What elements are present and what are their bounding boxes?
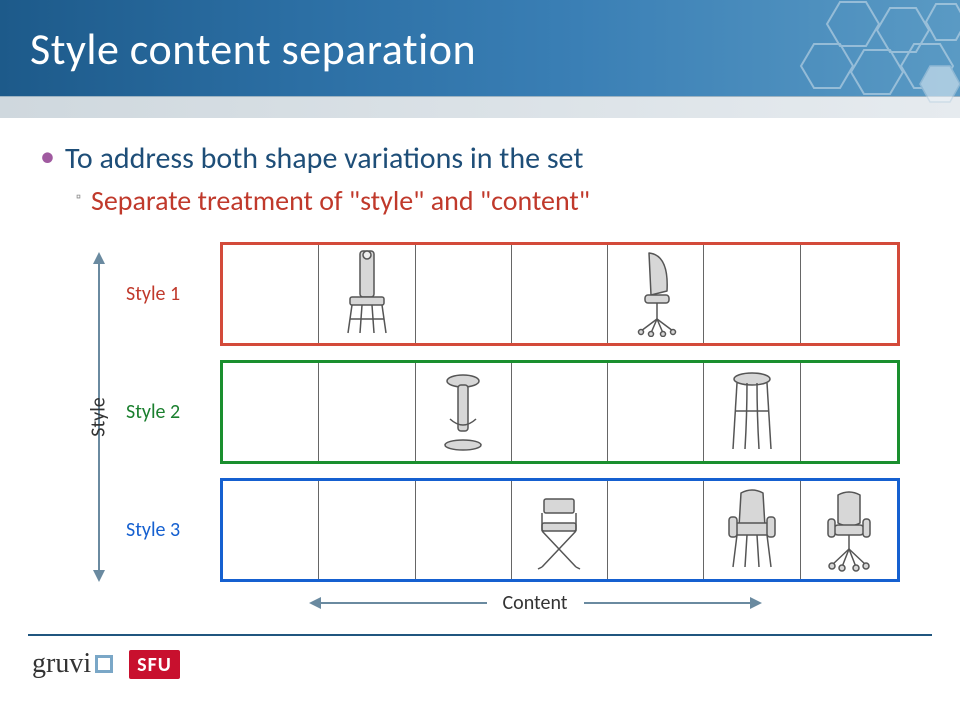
style-axis: Style	[88, 252, 110, 582]
grid-cell	[416, 363, 512, 461]
director-chair-icon	[524, 483, 594, 578]
style-grid	[220, 242, 900, 584]
style-row	[220, 242, 900, 346]
grid-cell	[223, 245, 319, 343]
bullet-l1-text: To address both shape variations in the …	[65, 140, 583, 177]
gruvi-box-icon	[95, 655, 113, 673]
gruvi-text: gruvi	[32, 648, 91, 680]
grid-cell	[416, 245, 512, 343]
style-row	[220, 478, 900, 582]
grid-cell	[704, 481, 800, 579]
grid-cell	[512, 481, 608, 579]
footer-rule	[28, 634, 932, 636]
content-axis-label: Content	[503, 591, 568, 615]
gruvi-logo: gruvi	[32, 648, 113, 680]
swivel-chair-icon	[814, 483, 884, 578]
grid-cell	[704, 363, 800, 461]
bar-stool-icon	[428, 365, 498, 460]
grid-cell	[416, 481, 512, 579]
header-hex-decoration	[680, 0, 960, 118]
bullet-level-1: • To address both shape variations in th…	[40, 140, 920, 177]
style-row	[220, 360, 900, 464]
tall-stool-icon	[717, 365, 787, 460]
footer-logos: gruvi SFU	[32, 648, 180, 680]
grid-cell	[608, 245, 704, 343]
left-arrow-icon	[309, 596, 489, 610]
grid-cell	[319, 245, 415, 343]
tall-chair-icon	[332, 247, 402, 342]
style-row-label: Style 1	[126, 282, 216, 306]
grid-cell	[608, 481, 704, 579]
style-row-label: Style 3	[126, 518, 216, 542]
style-axis-label: Style	[87, 397, 111, 436]
grid-cell	[704, 245, 800, 343]
style-content-diagram: Style	[70, 242, 920, 632]
content-area: • To address both shape variations in th…	[40, 140, 920, 218]
grid-cell	[223, 363, 319, 461]
grid-cell	[801, 245, 897, 343]
bullet-l2-text: Separate treatment of "style" and "conte…	[91, 183, 590, 218]
grid-cell	[801, 481, 897, 579]
grid-cell	[512, 245, 608, 343]
style-row-label: Style 2	[126, 400, 216, 424]
armchair-icon	[717, 483, 787, 578]
right-arrow-icon	[582, 596, 762, 610]
grid-cell	[319, 481, 415, 579]
grid-cell	[608, 363, 704, 461]
content-axis: Content	[270, 590, 800, 616]
office-tall-icon	[621, 247, 691, 342]
bullet-marker-icon: •	[40, 140, 55, 173]
sfu-logo: SFU	[129, 650, 180, 679]
bullet-square-icon: ▫	[76, 183, 81, 211]
bullet-level-2: ▫ Separate treatment of "style" and "con…	[76, 183, 920, 218]
grid-cell	[512, 363, 608, 461]
grid-cell	[319, 363, 415, 461]
slide-title: Style content separation	[30, 22, 476, 76]
grid-cell	[801, 363, 897, 461]
grid-cell	[223, 481, 319, 579]
